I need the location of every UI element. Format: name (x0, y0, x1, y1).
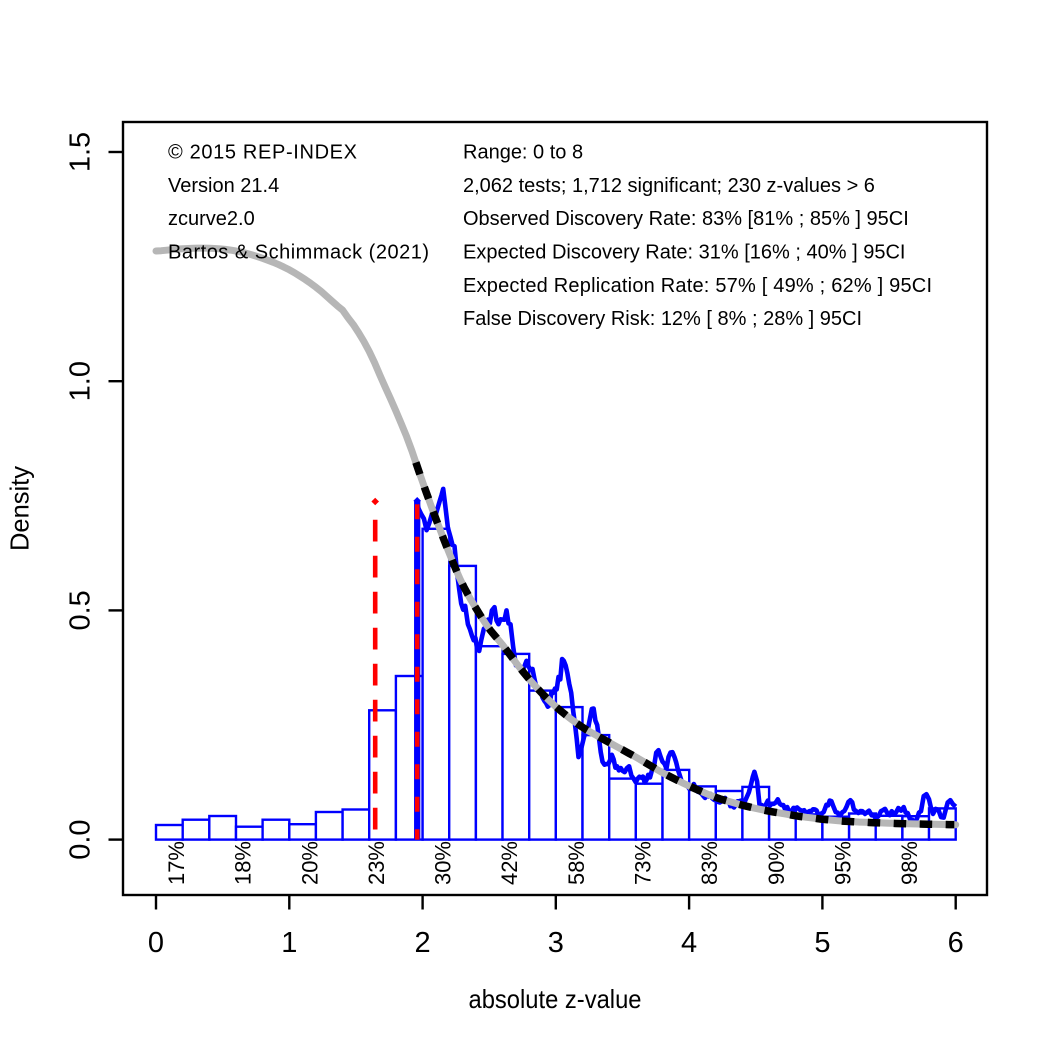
svg-text:Range: 0 to 8: Range: 0 to 8 (463, 141, 583, 163)
svg-text:95%: 95% (830, 841, 855, 885)
svg-text:1: 1 (281, 927, 297, 959)
svg-text:Density: Density (5, 466, 35, 551)
svg-text:Version 21.4: Version 21.4 (168, 175, 279, 197)
svg-text:1.0: 1.0 (65, 361, 97, 401)
svg-text:83%: 83% (697, 841, 722, 885)
svg-text:2,062 tests; 1,712 significant: 2,062 tests; 1,712 significant; 230 z-va… (463, 175, 875, 197)
svg-text:17%: 17% (164, 841, 189, 885)
svg-text:5: 5 (814, 927, 830, 959)
svg-text:Expected Discovery Rate: 31% [: Expected Discovery Rate: 31% [16% ; 40% … (463, 242, 905, 264)
svg-text:3: 3 (548, 927, 564, 959)
svg-text:False Discovery Risk: 12% [ 8%: False Discovery Risk: 12% [ 8% ; 28% ] 9… (463, 308, 862, 330)
svg-text:Observed Discovery Rate: 83% [: Observed Discovery Rate: 83% [81% ; 85% … (463, 208, 909, 230)
svg-text:23%: 23% (364, 841, 389, 885)
svg-text:0: 0 (148, 927, 164, 959)
svg-text:73%: 73% (631, 841, 656, 885)
svg-text:6: 6 (948, 927, 964, 959)
svg-text:Expected Replication Rate: 57%: Expected Replication Rate: 57% [ 49% ; 6… (463, 275, 932, 297)
svg-text:42%: 42% (497, 841, 522, 885)
svg-text:30%: 30% (431, 841, 456, 885)
svg-text:4: 4 (681, 927, 697, 959)
svg-text:18%: 18% (231, 841, 256, 885)
svg-text:98%: 98% (897, 841, 922, 885)
svg-text:0.0: 0.0 (65, 819, 97, 859)
svg-text:Bartos & Schimmack (2021): Bartos & Schimmack (2021) (168, 242, 429, 264)
svg-text:58%: 58% (564, 841, 589, 885)
svg-text:1.5: 1.5 (65, 132, 97, 172)
svg-text:© 2015 REP-INDEX: © 2015 REP-INDEX (168, 141, 357, 163)
svg-text:2: 2 (415, 927, 431, 959)
svg-text:zcurve2.0: zcurve2.0 (168, 208, 255, 230)
svg-text:absolute z-value: absolute z-value (469, 984, 642, 1014)
svg-text:0.5: 0.5 (65, 590, 97, 630)
svg-text:90%: 90% (764, 841, 789, 885)
svg-text:20%: 20% (297, 841, 322, 885)
